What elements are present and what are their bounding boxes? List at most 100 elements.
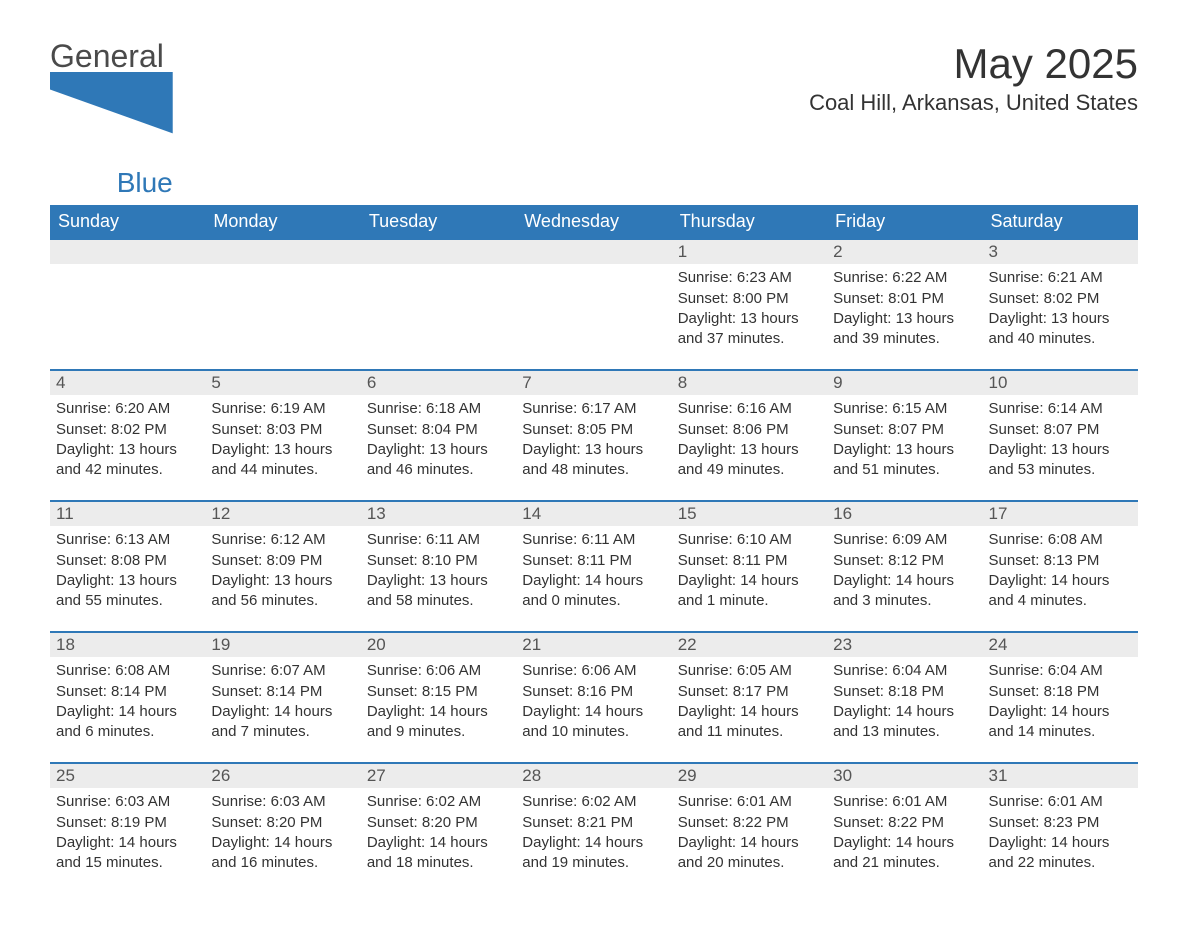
day-details: Sunrise: 6:01 AMSunset: 8:22 PMDaylight:… [827,788,982,893]
day-detail-line: Sunrise: 6:11 AM [367,530,510,550]
day-number: 10 [983,371,1138,395]
day-detail-line: Daylight: 14 hours [522,702,665,722]
day-detail-line: and 39 minutes. [833,329,976,349]
day-detail-line: Sunrise: 6:08 AM [989,530,1132,550]
day-details: Sunrise: 6:23 AMSunset: 8:00 PMDaylight:… [672,264,827,369]
day-number: 17 [983,502,1138,526]
calendar-cell [361,239,516,370]
day-number: 16 [827,502,982,526]
day-detail-line: Daylight: 14 hours [678,571,821,591]
calendar-cell: 17Sunrise: 6:08 AMSunset: 8:13 PMDayligh… [983,501,1138,632]
day-details [205,264,360,364]
day-detail-line: Daylight: 14 hours [367,833,510,853]
day-number: 6 [361,371,516,395]
day-details: Sunrise: 6:14 AMSunset: 8:07 PMDaylight:… [983,395,1138,500]
day-detail-line: and 21 minutes. [833,853,976,873]
day-detail-line: Sunrise: 6:18 AM [367,399,510,419]
day-number: 5 [205,371,360,395]
day-detail-line: Sunset: 8:02 PM [56,420,199,440]
day-detail-line: Sunset: 8:06 PM [678,420,821,440]
calendar-cell: 21Sunrise: 6:06 AMSunset: 8:16 PMDayligh… [516,632,671,763]
calendar-header-row: SundayMondayTuesdayWednesdayThursdayFrid… [50,205,1138,239]
day-detail-line: and 13 minutes. [833,722,976,742]
day-detail-line: Sunset: 8:20 PM [211,813,354,833]
weekday-header: Saturday [983,205,1138,239]
day-detail-line: Daylight: 14 hours [522,571,665,591]
day-details: Sunrise: 6:03 AMSunset: 8:19 PMDaylight:… [50,788,205,893]
day-number: 23 [827,633,982,657]
day-detail-line: Sunrise: 6:09 AM [833,530,976,550]
day-number: 28 [516,764,671,788]
day-detail-line: Daylight: 13 hours [211,440,354,460]
day-detail-line: Sunset: 8:22 PM [833,813,976,833]
day-detail-line: Sunset: 8:18 PM [989,682,1132,702]
day-details: Sunrise: 6:22 AMSunset: 8:01 PMDaylight:… [827,264,982,369]
calendar-cell: 28Sunrise: 6:02 AMSunset: 8:21 PMDayligh… [516,763,671,893]
day-detail-line: Sunset: 8:00 PM [678,289,821,309]
day-details: Sunrise: 6:02 AMSunset: 8:20 PMDaylight:… [361,788,516,893]
day-detail-line: and 44 minutes. [211,460,354,480]
day-detail-line: Sunrise: 6:06 AM [367,661,510,681]
day-detail-line: Daylight: 14 hours [678,833,821,853]
day-detail-line: Sunrise: 6:04 AM [833,661,976,681]
day-detail-line: Daylight: 13 hours [989,440,1132,460]
day-number: 30 [827,764,982,788]
day-detail-line: Sunset: 8:07 PM [833,420,976,440]
day-detail-line: Sunrise: 6:05 AM [678,661,821,681]
day-number [205,240,360,264]
calendar-week: 11Sunrise: 6:13 AMSunset: 8:08 PMDayligh… [50,501,1138,632]
calendar-cell: 9Sunrise: 6:15 AMSunset: 8:07 PMDaylight… [827,370,982,501]
day-details: Sunrise: 6:08 AMSunset: 8:14 PMDaylight:… [50,657,205,762]
month-title: May 2025 [809,40,1138,88]
header: General Blue May 2025 Coal Hill, Arkansa… [50,40,1138,197]
day-details: Sunrise: 6:12 AMSunset: 8:09 PMDaylight:… [205,526,360,631]
day-detail-line: Sunset: 8:17 PM [678,682,821,702]
day-detail-line: Daylight: 13 hours [56,571,199,591]
calendar-cell: 30Sunrise: 6:01 AMSunset: 8:22 PMDayligh… [827,763,982,893]
day-details: Sunrise: 6:11 AMSunset: 8:11 PMDaylight:… [516,526,671,631]
day-detail-line: Sunrise: 6:10 AM [678,530,821,550]
day-detail-line: Sunrise: 6:14 AM [989,399,1132,419]
day-number: 3 [983,240,1138,264]
day-details: Sunrise: 6:18 AMSunset: 8:04 PMDaylight:… [361,395,516,500]
day-detail-line: Sunset: 8:10 PM [367,551,510,571]
day-detail-line: Sunrise: 6:20 AM [56,399,199,419]
day-detail-line: Daylight: 14 hours [833,702,976,722]
day-details: Sunrise: 6:04 AMSunset: 8:18 PMDaylight:… [983,657,1138,762]
day-detail-line: Sunset: 8:01 PM [833,289,976,309]
day-detail-line: Sunset: 8:11 PM [678,551,821,571]
logo-text: General Blue [50,40,173,197]
calendar-cell: 1Sunrise: 6:23 AMSunset: 8:00 PMDaylight… [672,239,827,370]
day-detail-line: Daylight: 14 hours [56,833,199,853]
day-detail-line: Sunrise: 6:01 AM [678,792,821,812]
day-detail-line: Daylight: 13 hours [522,440,665,460]
calendar-cell: 27Sunrise: 6:02 AMSunset: 8:20 PMDayligh… [361,763,516,893]
day-detail-line: and 1 minute. [678,591,821,611]
day-details: Sunrise: 6:21 AMSunset: 8:02 PMDaylight:… [983,264,1138,369]
day-detail-line: Sunset: 8:04 PM [367,420,510,440]
day-detail-line: Sunset: 8:08 PM [56,551,199,571]
weekday-header: Wednesday [516,205,671,239]
day-detail-line: Sunset: 8:02 PM [989,289,1132,309]
calendar-cell: 31Sunrise: 6:01 AMSunset: 8:23 PMDayligh… [983,763,1138,893]
day-details: Sunrise: 6:01 AMSunset: 8:23 PMDaylight:… [983,788,1138,893]
day-detail-line: Sunrise: 6:03 AM [56,792,199,812]
day-detail-line: and 6 minutes. [56,722,199,742]
day-detail-line: and 9 minutes. [367,722,510,742]
day-number: 24 [983,633,1138,657]
day-number: 11 [50,502,205,526]
day-details [516,264,671,364]
day-detail-line: and 58 minutes. [367,591,510,611]
calendar-cell: 11Sunrise: 6:13 AMSunset: 8:08 PMDayligh… [50,501,205,632]
calendar-cell: 5Sunrise: 6:19 AMSunset: 8:03 PMDaylight… [205,370,360,501]
day-number: 14 [516,502,671,526]
logo-line1: General [50,38,164,74]
day-detail-line: and 15 minutes. [56,853,199,873]
day-detail-line: Sunrise: 6:07 AM [211,661,354,681]
day-number [361,240,516,264]
day-details: Sunrise: 6:08 AMSunset: 8:13 PMDaylight:… [983,526,1138,631]
day-details: Sunrise: 6:15 AMSunset: 8:07 PMDaylight:… [827,395,982,500]
day-detail-line: Sunset: 8:12 PM [833,551,976,571]
day-number: 12 [205,502,360,526]
day-detail-line: Sunset: 8:14 PM [56,682,199,702]
